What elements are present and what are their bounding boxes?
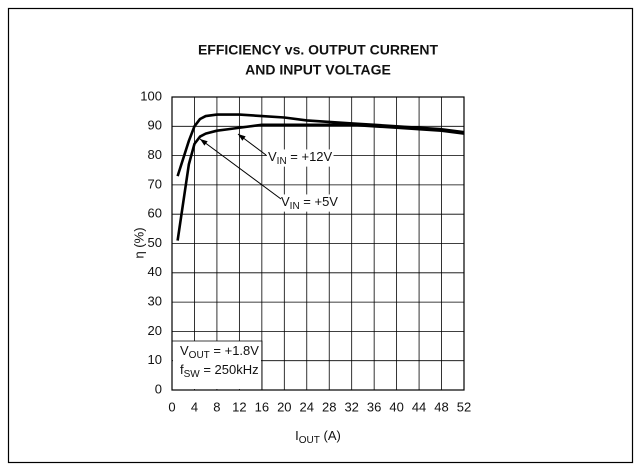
y-tick-label: 20 [148,323,162,338]
text-part: I [295,428,299,443]
x-tick-label: 20 [277,399,291,414]
y-tick-label: 50 [148,235,162,250]
y-tick-label: 10 [148,352,162,367]
text-part: V [268,149,277,164]
y-tick-label: 80 [148,147,162,162]
text-part: SW [184,369,201,380]
arrow [199,138,282,200]
x-tick-label: 28 [322,399,336,414]
plot-border [171,96,465,391]
x-tick-label: 44 [412,399,426,414]
y-tick-label: 60 [148,206,162,221]
x-tick-label: 4 [191,399,198,414]
x-tick-label: 16 [255,399,269,414]
y-tick-label: 90 [148,118,162,133]
x-axis-label: IOUT (A) [295,428,341,445]
annotation: VOUT = +1.8V [180,343,259,360]
text-part: = +1.8V [210,343,259,358]
annotation-box [173,341,261,389]
annotation: fSW = 250kHz [180,362,259,379]
x-tick-label: 0 [168,399,175,414]
series-line [176,123,465,241]
text-part: (A) [320,428,341,443]
y-tick-label: 100 [140,88,162,103]
text-part: OUT [299,435,320,446]
x-tick-label: 52 [457,399,471,414]
text-part: = 250kHz [200,362,259,377]
text-part: IN [290,201,300,212]
chart-title: AND INPUT VOLTAGE [245,62,391,78]
text-part: f [180,362,184,377]
y-tick-label: 70 [148,176,162,191]
x-tick-label: 12 [232,399,246,414]
y-axis-label: η (%) [131,227,146,258]
arrow-head [238,134,246,141]
text-part: = +5V [300,194,339,209]
annotation-bg [267,149,334,167]
text-part: OUT [189,350,210,361]
x-tick-label: 48 [434,399,448,414]
x-tick-label: 8 [213,399,220,414]
annotation: VIN = +5V [281,194,338,211]
x-tick-label: 36 [367,399,381,414]
y-tick-label: 30 [148,294,162,309]
y-tick-label: 0 [155,381,162,396]
x-tick-label: 32 [344,399,358,414]
text-part: V [281,194,290,209]
series-line [176,113,465,177]
y-tick-label: 40 [148,264,162,279]
arrow-head [200,139,208,146]
annotation: VIN = +12V [268,149,333,166]
annotation-box-edge [172,340,263,390]
x-tick-label: 40 [389,399,403,414]
text-part: V [180,343,189,358]
text-part: = +12V [287,149,333,164]
x-tick-label: 24 [300,399,314,414]
text-part: IN [277,156,287,167]
chart-title: EFFICIENCY vs. OUTPUT CURRENT [198,42,439,58]
frame [7,7,634,464]
annotation-bg [280,194,340,212]
